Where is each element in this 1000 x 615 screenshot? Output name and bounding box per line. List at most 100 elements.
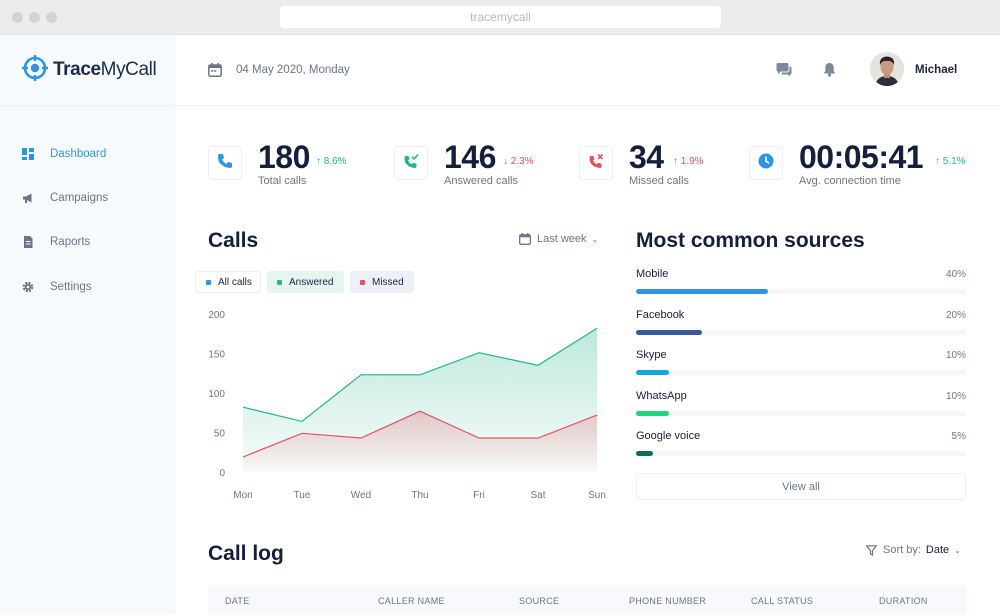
sidebar-item-campaigns[interactable]: Campaigns (22, 189, 108, 207)
browser-toolbar: tracemycall (0, 0, 1000, 35)
series-point-missed[interactable] (301, 432, 303, 434)
stat-missed-value: 34 (629, 139, 664, 175)
y-tick-label: 0 (219, 468, 225, 479)
legend-answered[interactable]: Answered (267, 271, 344, 293)
column-header-phone-number[interactable]: PHONE NUMBER (629, 596, 707, 606)
chat-icon[interactable] (776, 62, 792, 82)
chevron-down-icon: ⌄ (954, 545, 961, 555)
source-percent: 40% (945, 269, 966, 280)
y-tick-label: 50 (214, 429, 226, 440)
sort-label: Sort by: (883, 544, 921, 556)
y-tick-label: 100 (208, 389, 225, 400)
series-point-answered[interactable] (301, 420, 303, 422)
column-header-date[interactable]: DATE (225, 596, 250, 606)
source-percent: 5% (951, 431, 966, 442)
sources-title: Most common sources (636, 229, 865, 252)
phone-answered-icon (403, 153, 419, 174)
sidebar-item-label: Campaigns (50, 192, 109, 204)
top-header: 04 May 2020, Monday Michael (175, 35, 1000, 106)
range-value: Last week (537, 233, 587, 245)
source-progress-track (636, 329, 966, 335)
series-point-answered[interactable] (242, 406, 244, 408)
window-close-dot[interactable] (12, 12, 23, 23)
x-tick-label: Fri (473, 490, 485, 501)
source-progress-fill (636, 289, 768, 294)
logo-text: TraceMyCall (53, 59, 157, 80)
window-maximize-dot[interactable] (46, 12, 57, 23)
source-progress-track (636, 370, 966, 375)
address-bar[interactable]: tracemycall (280, 6, 721, 28)
series-point-missed[interactable] (242, 456, 244, 458)
y-tick-label: 150 (208, 350, 225, 361)
calls-title: Calls (208, 229, 259, 252)
source-progress-fill (636, 370, 669, 375)
series-line-missed (242, 410, 598, 458)
view-all-button[interactable]: View all (636, 473, 966, 500)
sidebar-item-label: Settings (50, 281, 92, 293)
filter-icon (866, 544, 877, 556)
call-log-table-header: DATE CALLER NAME SOURCE PHONE NUMBER CAL… (208, 585, 967, 615)
sidebar-item-label: Raports (50, 236, 91, 248)
bell-icon[interactable] (823, 62, 836, 82)
sort-dropdown[interactable]: Sort by: Date ⌄ (866, 543, 961, 557)
sidebar-item-raports[interactable]: Raports (22, 233, 90, 251)
series-point-answered[interactable] (537, 364, 539, 366)
sort-value: Date (925, 544, 950, 556)
dashboard-icon (22, 148, 34, 160)
column-header-duration[interactable]: DURATION (879, 596, 928, 606)
x-tick-label: Tue (294, 490, 311, 501)
stat-total-change: ↑ 8.6% (316, 156, 347, 167)
range-dropdown[interactable]: Last week ⌄ (519, 232, 598, 246)
source-name: Google voice (636, 430, 701, 442)
stat-avg-label: Avg. connection time (799, 175, 901, 187)
series-point-answered[interactable] (419, 374, 421, 376)
source-progress-track (636, 451, 966, 456)
x-tick-label: Thu (411, 490, 428, 501)
calendar-icon (208, 63, 222, 82)
source-percent: 20% (945, 309, 966, 321)
y-tick-label: 200 (208, 310, 225, 321)
column-header-caller-name[interactable]: CALLER NAME (378, 596, 445, 606)
sidebar-item-dashboard[interactable]: Dashboard (22, 145, 106, 163)
series-point-missed[interactable] (537, 437, 539, 439)
series-point-missed[interactable] (360, 437, 362, 439)
series-area-missed (243, 411, 597, 472)
series-line-answered (242, 327, 598, 423)
source-progress-fill (636, 410, 669, 416)
user-name[interactable]: Michael (915, 64, 958, 76)
legend-all-calls[interactable]: All calls (195, 271, 261, 293)
megaphone-icon (22, 192, 34, 204)
series-point-answered[interactable] (596, 327, 598, 329)
app-logo[interactable]: TraceMyCall (22, 54, 157, 85)
source-progress-fill (636, 329, 702, 335)
source-percent: 10% (945, 350, 966, 361)
legend-missed[interactable]: Missed (350, 271, 414, 293)
source-progress-fill (636, 451, 653, 456)
series-point-missed[interactable] (419, 410, 421, 412)
current-date: 04 May 2020, Monday (236, 64, 350, 76)
stat-avg-icon-box (749, 146, 783, 180)
column-header-source[interactable]: SOURCE (519, 596, 560, 606)
source-name: WhatsApp (636, 389, 687, 402)
legend-label: Missed (372, 276, 404, 288)
stat-total-icon-box (208, 146, 242, 180)
stat-missed-icon-box (579, 146, 613, 180)
series-point-answered[interactable] (478, 352, 480, 354)
legend-swatch (277, 279, 282, 285)
call-log-title: Call log (208, 542, 284, 565)
window-minimize-dot[interactable] (29, 12, 40, 23)
x-tick-label: Wed (351, 490, 371, 501)
x-tick-label: Sun (588, 490, 606, 501)
sidebar: TraceMyCall Dashboard Campaigns Raports … (0, 35, 175, 615)
source-progress-track (636, 289, 966, 294)
avatar[interactable] (870, 52, 904, 86)
stat-answered-value: 146 (444, 139, 496, 175)
sidebar-item-settings[interactable]: Settings (22, 278, 92, 296)
stat-total-label: Total calls (258, 175, 307, 187)
series-point-missed[interactable] (478, 437, 480, 439)
column-header-call-status[interactable]: CALL STATUS (751, 596, 814, 606)
series-point-answered[interactable] (360, 374, 362, 376)
series-point-missed[interactable] (596, 414, 598, 416)
legend-label: All calls (218, 276, 252, 288)
x-tick-label: Sat (530, 490, 545, 501)
